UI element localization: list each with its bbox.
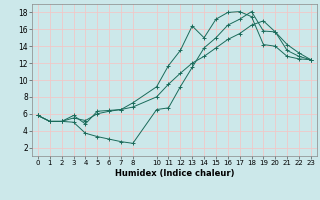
X-axis label: Humidex (Indice chaleur): Humidex (Indice chaleur) <box>115 169 234 178</box>
